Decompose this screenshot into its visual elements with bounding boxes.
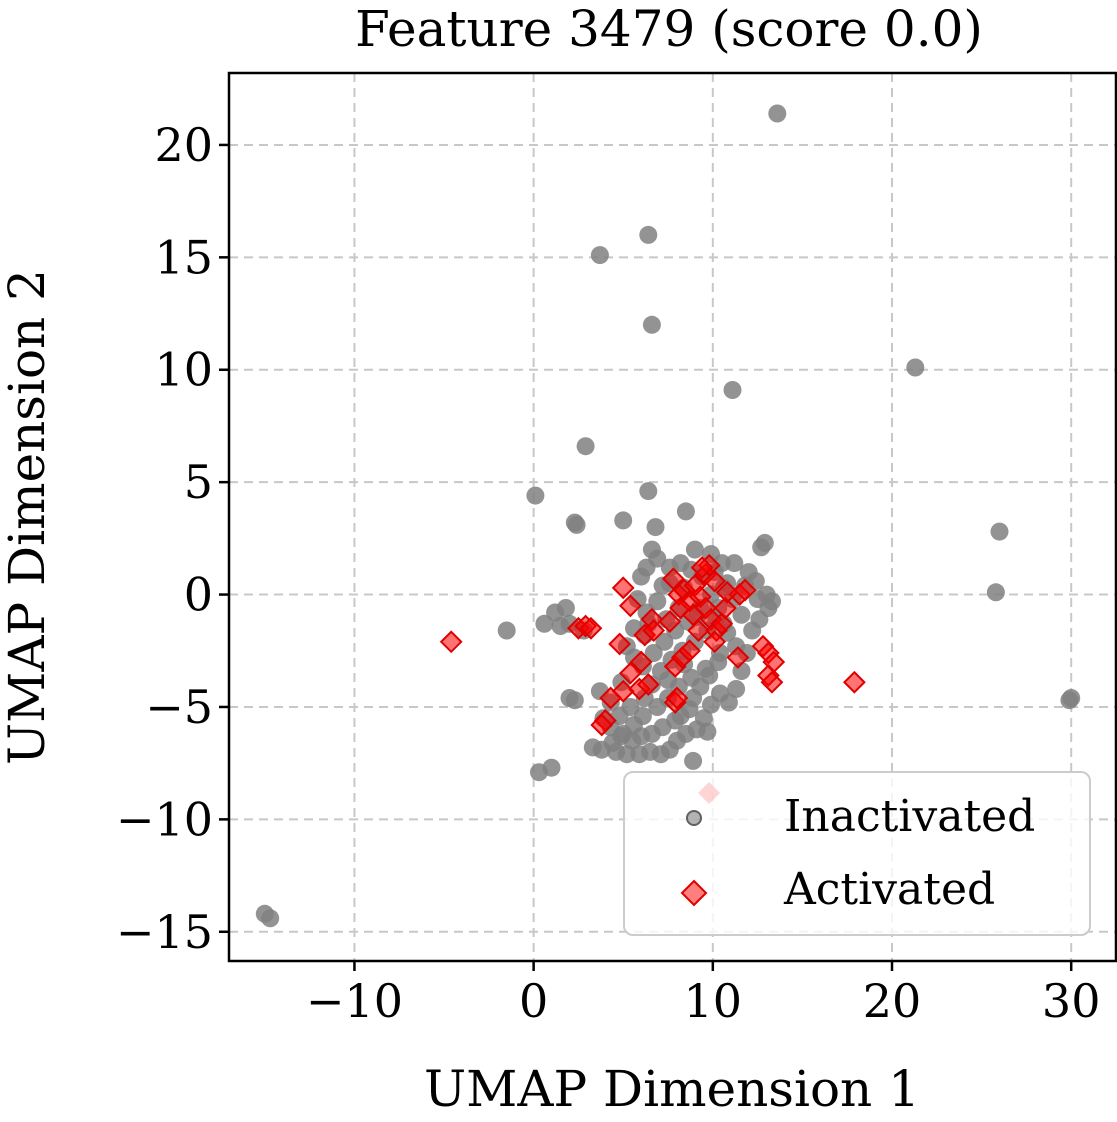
inactivated-point: [576, 437, 595, 456]
activated-point: [636, 673, 660, 696]
activated-point: [642, 619, 666, 642]
inactivated-point: [768, 104, 787, 123]
inactivated-point: [497, 621, 516, 640]
inactivated-point: [644, 644, 663, 662]
inactivated-point: [659, 671, 677, 689]
inactivated-point: [685, 540, 704, 559]
inactivated-point: [750, 610, 769, 629]
activated-point: [658, 610, 682, 633]
activated-point: [629, 650, 653, 674]
inactivated-point: [261, 909, 280, 928]
activated-point: [599, 686, 623, 710]
activated-point: [439, 630, 463, 654]
inactivated-point: [526, 486, 545, 505]
inactivated-point: [617, 745, 636, 764]
legend-inactivated-label: Inactivated: [784, 791, 1035, 842]
inactivated-point: [639, 482, 658, 501]
inactivated-point: [1060, 691, 1079, 710]
activated-point: [678, 639, 701, 663]
y-tick-label: 0: [184, 568, 213, 622]
inactivated-point: [990, 522, 1009, 541]
inactivated-point: [590, 246, 609, 265]
activated-points: [439, 553, 866, 737]
inactivated-point: [671, 554, 690, 573]
activated-point: [715, 580, 739, 604]
activated-point: [687, 619, 710, 642]
inactivated-point: [565, 691, 584, 710]
x-tick-label: 30: [1042, 974, 1101, 1028]
activated-point: [608, 632, 632, 656]
legend-ghost-activated-marker: [698, 782, 720, 804]
activated-point: [726, 646, 750, 669]
x-tick-label: 20: [863, 974, 922, 1028]
activated-point: [618, 661, 642, 685]
inactivated-point: [583, 738, 602, 757]
activated-point: [760, 670, 784, 694]
inactivated-point: [614, 511, 633, 530]
legend-activated-label: Activated: [783, 864, 995, 915]
legend-box: [623, 771, 1091, 936]
inactivated-point: [646, 518, 665, 537]
x-tick-label: 10: [684, 974, 743, 1028]
inactivated-point: [621, 698, 640, 716]
inactivated-point: [546, 603, 565, 622]
activated-point: [618, 594, 642, 618]
activated-point: [665, 686, 689, 710]
y-tick-label: −15: [116, 905, 213, 959]
inactivated-point: [648, 698, 667, 716]
inactivated-point: [684, 751, 703, 770]
activated-point: [590, 713, 614, 737]
inactivated-point: [732, 605, 751, 624]
y-tick-label: 20: [154, 118, 213, 172]
y-tick-label: 5: [184, 455, 213, 509]
inactivated-point: [687, 720, 706, 739]
inactivated-point: [542, 758, 561, 777]
plot-frame: [227, 71, 1117, 963]
y-axis-title: UMAP Dimension 2: [0, 269, 56, 765]
x-axis-ticks: −10 0 10 20 30: [306, 961, 1101, 1028]
activated-point: [842, 670, 866, 694]
x-axis-title: UMAP Dimension 1: [424, 1060, 920, 1118]
inactivated-point: [676, 502, 695, 521]
activated-point: [733, 578, 757, 602]
legend-activated-marker: [680, 879, 708, 907]
x-tick-label: −10: [306, 974, 403, 1028]
inactivated-point: [535, 614, 554, 633]
y-tick-label: −5: [145, 680, 213, 734]
inactivated-point: [986, 583, 1005, 602]
inactivated-point: [642, 315, 661, 334]
inactivated-point: [906, 358, 925, 377]
activated-point: [713, 596, 737, 620]
inactivated-point: [567, 515, 586, 534]
inactivated-point: [700, 666, 719, 685]
inactivated-point: [702, 695, 720, 714]
inactivated-point: [632, 567, 651, 586]
inactivated-point: [725, 554, 744, 573]
activated-point: [669, 596, 692, 620]
y-tick-label: 15: [154, 230, 213, 284]
activated-point: [611, 576, 635, 600]
activated-point: [579, 616, 603, 640]
activated-point: [710, 612, 734, 636]
activated-point: [703, 630, 727, 654]
legend: Inactivated Activated: [623, 771, 1091, 936]
y-tick-label: −10: [116, 792, 213, 846]
inactivated-point: [648, 592, 667, 611]
activated-point: [703, 569, 727, 593]
inactivated-point: [727, 680, 746, 698]
inactivated-point: [655, 632, 674, 651]
inactivated-point: [755, 533, 774, 552]
inactivated-point: [723, 381, 742, 399]
y-tick-label: 10: [154, 343, 213, 397]
activated-point: [690, 556, 714, 579]
inactivated-point: [709, 653, 728, 671]
x-tick-label: 0: [519, 974, 548, 1028]
inactivated-point: [639, 225, 658, 244]
y-axis-ticks: −15 −10 −5 0 5 10 15 20: [116, 118, 229, 959]
chart-title: Feature 3479 (score 0.0): [355, 0, 983, 58]
legend-inactivated-marker: [686, 810, 702, 826]
